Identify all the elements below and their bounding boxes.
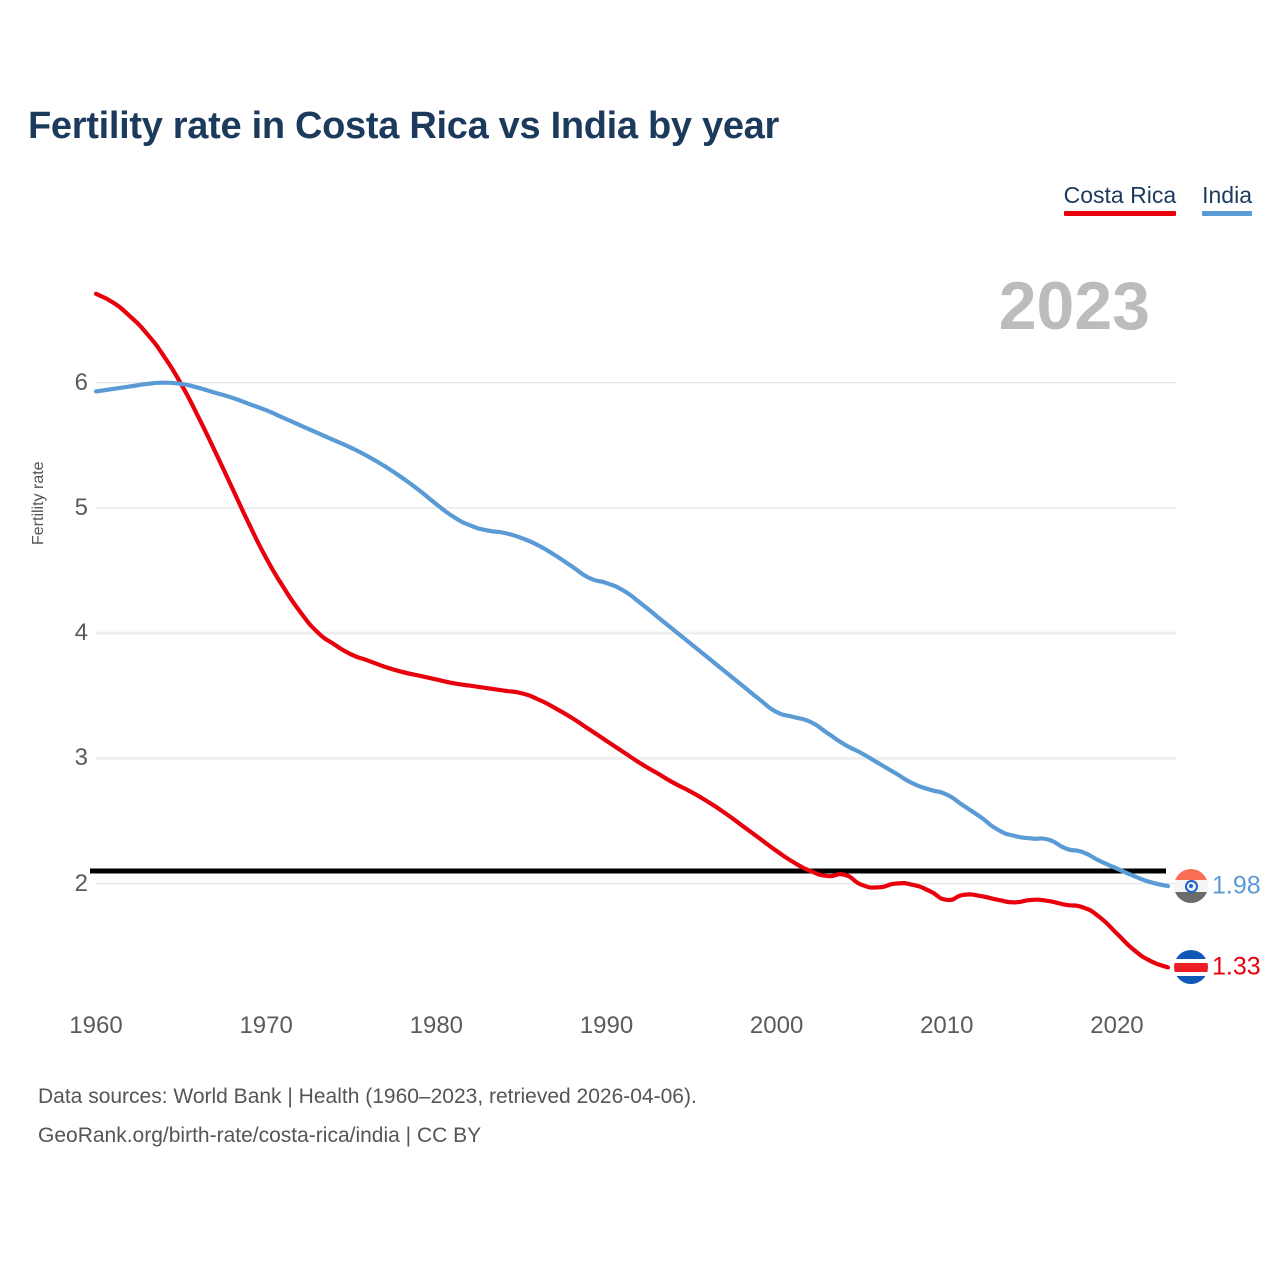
y-tick-label: 6 xyxy=(74,368,88,396)
footer-data-sources: Data sources: World Bank | Health (1960–… xyxy=(38,1085,697,1108)
y-tick-label: 4 xyxy=(74,619,88,647)
legend-label-india: India xyxy=(1202,182,1252,208)
legend-swatch-india xyxy=(1202,211,1252,217)
india-flag-icon xyxy=(1174,869,1208,904)
costa-rica-flag-icon xyxy=(1174,950,1208,985)
y-axis-ticks: 2 3 4 5 6 xyxy=(38,0,88,1280)
series-line-costa-rica xyxy=(93,291,1171,970)
legend-item-india[interactable]: India xyxy=(1202,182,1252,217)
footer-attribution: GeoRank.org/birth-rate/costa-rica/india … xyxy=(38,1124,482,1147)
chart-legend: Costa Rica India xyxy=(1063,182,1252,217)
x-tick-label: 2010 xyxy=(920,1012,974,1039)
x-tick-label: 1980 xyxy=(409,1012,464,1039)
series-line-india xyxy=(93,380,1171,889)
y-tick-label: 2 xyxy=(74,869,88,897)
end-value-india: 1.98 xyxy=(1212,871,1261,900)
legend-label-costa-rica: Costa Rica xyxy=(1063,182,1177,208)
page-title: Fertility rate in Costa Rica vs India by… xyxy=(28,105,780,147)
x-tick-label: 1970 xyxy=(239,1012,293,1039)
y-tick-label: 5 xyxy=(74,493,88,521)
x-tick-label: 1990 xyxy=(579,1012,634,1039)
x-tick-label: 2020 xyxy=(1090,1012,1144,1039)
legend-item-costa-rica[interactable]: Costa Rica xyxy=(1063,182,1177,217)
x-tick-label: 1960 xyxy=(69,1012,123,1039)
y-tick-label: 3 xyxy=(74,744,88,772)
end-value-costa-rica: 1.33 xyxy=(1212,952,1261,981)
year-badge: 2023 xyxy=(998,268,1150,344)
x-tick-label: 2000 xyxy=(749,1012,804,1039)
legend-swatch-costa-rica xyxy=(1063,211,1177,217)
